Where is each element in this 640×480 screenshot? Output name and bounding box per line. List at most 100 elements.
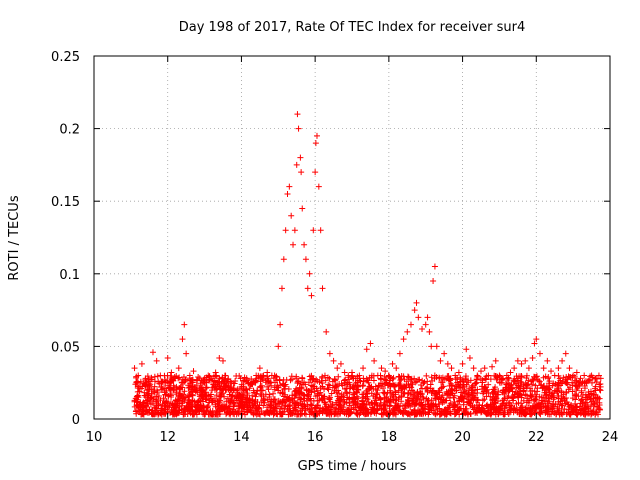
- data-point: [452, 411, 459, 418]
- data-point: [153, 396, 160, 403]
- data-point: [298, 169, 305, 176]
- data-point: [350, 391, 357, 398]
- data-point: [187, 410, 194, 417]
- data-point: [579, 400, 586, 407]
- data-point: [190, 368, 197, 375]
- data-point: [323, 328, 330, 335]
- data-point: [239, 394, 246, 401]
- data-point: [162, 385, 169, 392]
- data-point: [378, 376, 385, 383]
- data-point: [297, 154, 304, 161]
- data-point: [257, 391, 264, 398]
- data-point: [299, 375, 306, 382]
- data-point: [511, 365, 518, 372]
- data-point: [131, 365, 138, 372]
- data-point: [431, 391, 438, 398]
- data-point: [253, 375, 260, 382]
- data-point: [413, 400, 420, 407]
- data-point: [502, 380, 509, 387]
- data-point: [296, 394, 303, 401]
- data-point: [510, 394, 517, 401]
- data-point: [202, 385, 209, 392]
- data-point: [506, 387, 513, 394]
- data-point: [353, 401, 360, 408]
- data-point: [357, 403, 364, 410]
- data-points-layer: [131, 111, 604, 418]
- data-point: [204, 404, 211, 411]
- data-point: [441, 406, 448, 413]
- data-point: [437, 408, 444, 415]
- data-point: [487, 376, 494, 383]
- data-point: [360, 365, 367, 372]
- data-point: [381, 399, 388, 406]
- data-point: [540, 374, 547, 381]
- data-point: [265, 378, 272, 385]
- data-point: [460, 378, 467, 385]
- data-point: [428, 397, 435, 404]
- data-point: [240, 387, 247, 394]
- data-point: [272, 379, 279, 386]
- data-point: [386, 377, 393, 384]
- data-point: [155, 409, 162, 416]
- data-point: [395, 396, 402, 403]
- data-point: [467, 410, 474, 417]
- data-point: [295, 402, 302, 409]
- data-point: [495, 406, 502, 413]
- data-point: [587, 388, 594, 395]
- data-point: [455, 385, 462, 392]
- data-point: [472, 394, 479, 401]
- data-point: [549, 408, 556, 415]
- data-point: [382, 368, 389, 375]
- data-point: [335, 411, 342, 418]
- data-point: [136, 388, 143, 395]
- data-point: [438, 385, 445, 392]
- data-point: [478, 383, 485, 390]
- data-point: [439, 392, 446, 399]
- data-point: [294, 380, 301, 387]
- data-point: [175, 375, 182, 382]
- data-point: [193, 377, 200, 384]
- data-point: [291, 395, 298, 402]
- data-point: [513, 400, 520, 407]
- data-point: [353, 382, 360, 389]
- data-point: [371, 407, 378, 414]
- data-point: [561, 397, 568, 404]
- data-point: [420, 394, 427, 401]
- data-point: [518, 360, 525, 367]
- data-point: [410, 409, 417, 416]
- data-point: [357, 378, 364, 385]
- data-point: [414, 388, 421, 395]
- data-point: [276, 377, 283, 384]
- x-tick-label: 20: [454, 430, 471, 445]
- data-point: [456, 406, 463, 413]
- data-point: [400, 373, 407, 380]
- data-point: [165, 404, 172, 411]
- data-point: [532, 404, 539, 411]
- data-point: [133, 374, 140, 381]
- data-point: [200, 410, 207, 417]
- data-point: [133, 378, 140, 385]
- data-point: [257, 383, 264, 390]
- data-point: [328, 390, 335, 397]
- data-point: [349, 394, 356, 401]
- data-point: [318, 377, 325, 384]
- data-point: [535, 377, 542, 384]
- x-tick-label: 24: [602, 430, 619, 445]
- grid-layer: [94, 56, 610, 419]
- data-point: [270, 411, 277, 418]
- data-point: [264, 404, 271, 411]
- data-point: [284, 190, 291, 197]
- data-point: [215, 383, 222, 390]
- data-point: [459, 384, 466, 391]
- data-point: [424, 378, 431, 385]
- data-point: [361, 401, 368, 408]
- data-point: [335, 373, 342, 380]
- data-point: [445, 376, 452, 383]
- data-point: [481, 365, 488, 372]
- data-point: [581, 379, 588, 386]
- data-point: [566, 404, 573, 411]
- data-point: [330, 357, 337, 364]
- data-point: [408, 384, 415, 391]
- data-point: [264, 375, 271, 382]
- data-point: [379, 380, 386, 387]
